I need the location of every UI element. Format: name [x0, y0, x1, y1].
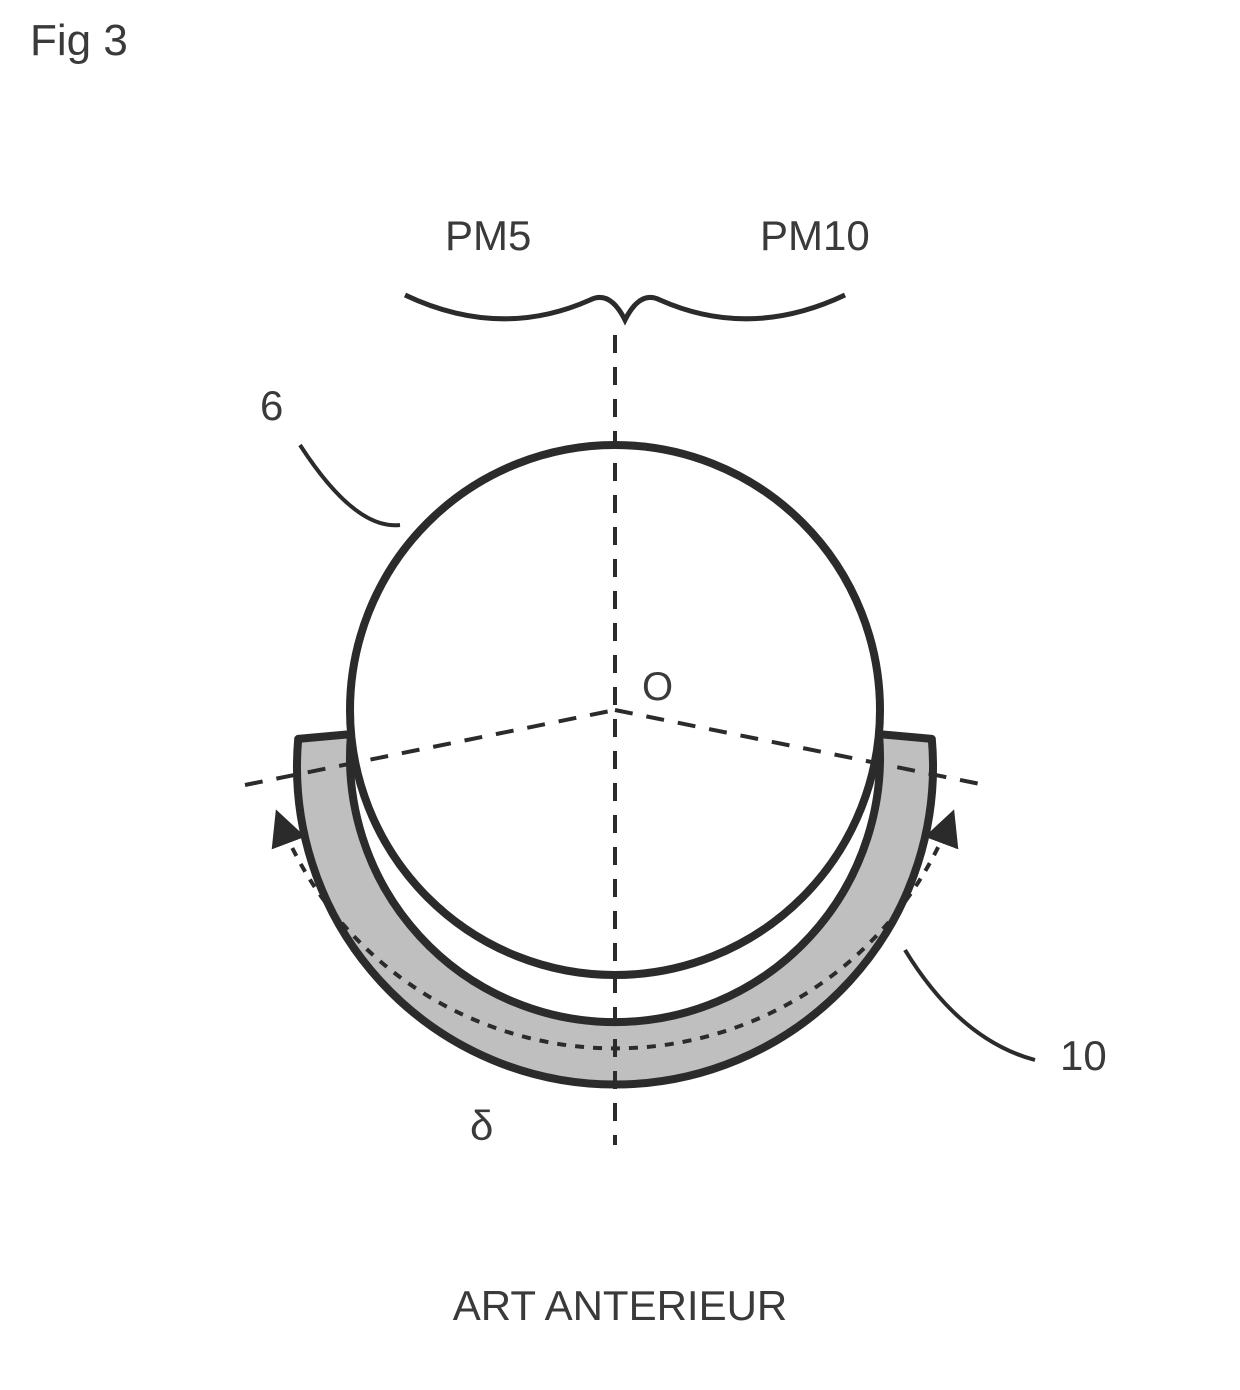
leader-10 [905, 950, 1035, 1060]
figure-title: Fig 3 [30, 16, 128, 65]
label-ref10: 10 [1060, 1032, 1107, 1079]
caption: ART ANTERIEUR [453, 1282, 788, 1329]
label-delta: δ [470, 1102, 493, 1149]
label-center: O [642, 665, 673, 709]
label-pm5: PM5 [445, 212, 531, 259]
leader-6 [300, 445, 400, 525]
figure-container: Fig 3 PM5 PM10 6 O 10 δ ART ANTERIEUR [0, 0, 1240, 1390]
diagram-svg: Fig 3 PM5 PM10 6 O 10 δ ART ANTERIEUR [0, 0, 1240, 1390]
label-pm10: PM10 [760, 212, 870, 259]
label-ref6: 6 [260, 382, 283, 429]
brace-pm [405, 295, 845, 320]
